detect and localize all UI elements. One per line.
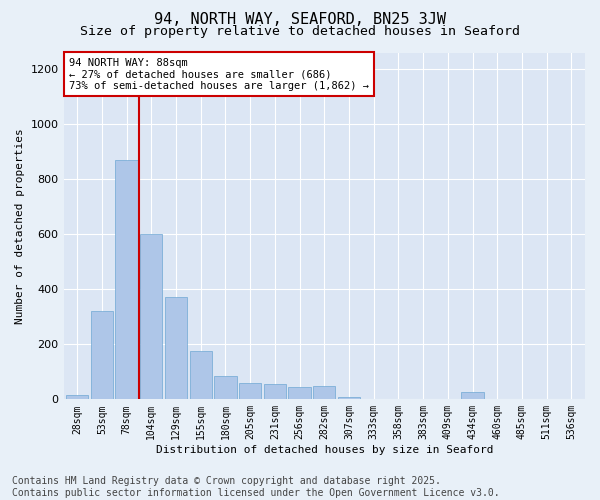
Bar	[239, 383, 261, 400]
Text: 94, NORTH WAY, SEAFORD, BN25 3JW: 94, NORTH WAY, SEAFORD, BN25 3JW	[154, 12, 446, 28]
Bar	[461, 392, 484, 400]
Bar	[313, 386, 335, 400]
Bar	[140, 234, 163, 400]
Bar	[115, 160, 137, 400]
Bar	[165, 298, 187, 400]
Text: 94 NORTH WAY: 88sqm
← 27% of detached houses are smaller (686)
73% of semi-detac: 94 NORTH WAY: 88sqm ← 27% of detached ho…	[69, 58, 369, 91]
Y-axis label: Number of detached properties: Number of detached properties	[15, 128, 25, 324]
Bar	[289, 387, 311, 400]
Bar	[214, 376, 236, 400]
Bar	[66, 395, 88, 400]
Bar	[264, 384, 286, 400]
Bar	[338, 396, 360, 400]
X-axis label: Distribution of detached houses by size in Seaford: Distribution of detached houses by size …	[155, 445, 493, 455]
Text: Contains HM Land Registry data © Crown copyright and database right 2025.
Contai: Contains HM Land Registry data © Crown c…	[12, 476, 500, 498]
Bar	[91, 311, 113, 400]
Bar	[190, 351, 212, 400]
Text: Size of property relative to detached houses in Seaford: Size of property relative to detached ho…	[80, 25, 520, 38]
